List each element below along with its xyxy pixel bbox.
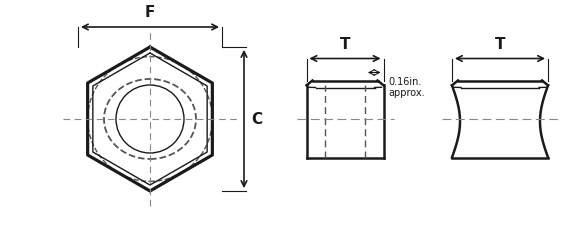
Text: T: T — [495, 36, 505, 51]
Text: 0.16in.
approx.: 0.16in. approx. — [389, 77, 425, 98]
Text: T: T — [340, 36, 350, 51]
Text: F: F — [145, 5, 155, 20]
Text: C: C — [251, 111, 262, 127]
